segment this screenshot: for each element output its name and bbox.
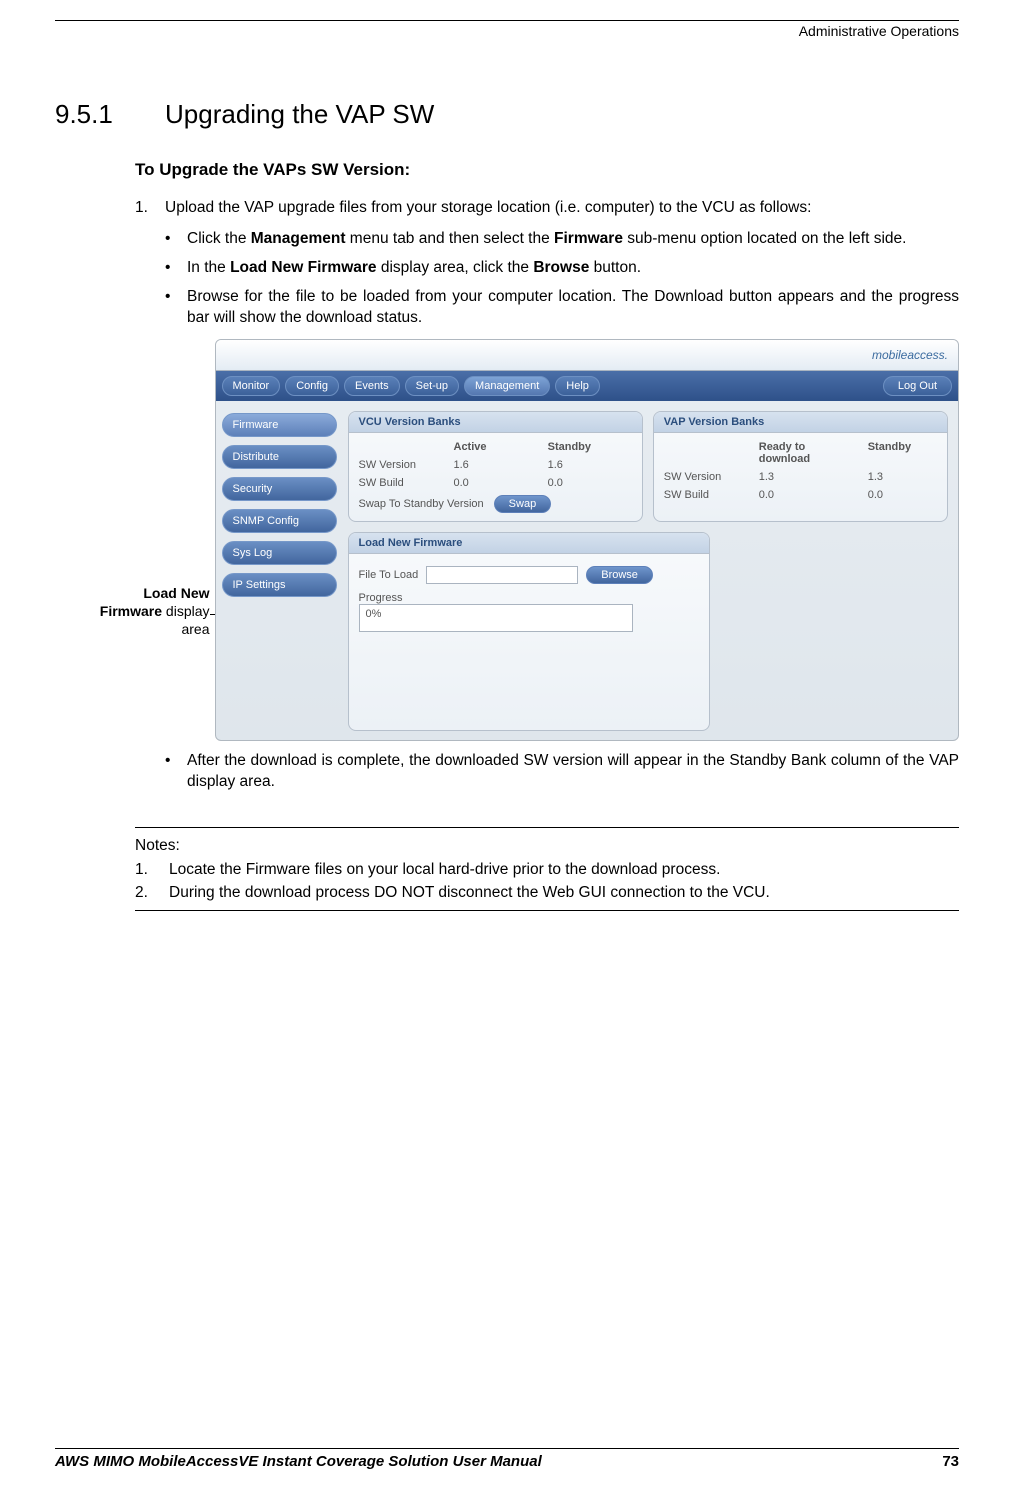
file-input[interactable] [426, 566, 578, 584]
bullet-1: Click the Management menu tab and then s… [187, 229, 959, 250]
tab-events[interactable]: Events [344, 376, 400, 396]
figure-callout: Load New Firmware display area [60, 339, 215, 639]
note-2: During the download process DO NOT disco… [169, 881, 770, 904]
notes-separator-bottom [135, 910, 959, 911]
sidebar-item-ip[interactable]: IP Settings [222, 573, 337, 597]
tab-config[interactable]: Config [285, 376, 339, 396]
running-header: Administrative Operations [55, 23, 959, 39]
tab-help[interactable]: Help [555, 376, 600, 396]
browse-button[interactable]: Browse [586, 566, 653, 584]
swap-button[interactable]: Swap [494, 495, 552, 513]
vcu-panel: VCU Version Banks ActiveStandby SW Versi… [348, 411, 643, 522]
notes-separator-top [135, 827, 959, 828]
sidebar-item-syslog[interactable]: Sys Log [222, 541, 337, 565]
notes-heading: Notes: [135, 834, 959, 857]
file-label: File To Load [359, 569, 419, 581]
swap-label: Swap To Standby Version [359, 498, 484, 510]
footer-title: AWS MIMO MobileAccessVE Instant Coverage… [55, 1453, 542, 1470]
sidebar-item-security[interactable]: Security [222, 477, 337, 501]
page-number: 73 [942, 1453, 959, 1470]
vcu-panel-title: VCU Version Banks [349, 412, 642, 433]
section-title: Upgrading the VAP SW [165, 99, 434, 130]
sidebar-item-snmp[interactable]: SNMP Config [222, 509, 337, 533]
menu-bar: Monitor Config Events Set-up Management … [216, 371, 959, 401]
section-number: 9.5.1 [55, 99, 165, 130]
vap-panel: VAP Version Banks Ready to downloadStand… [653, 411, 948, 522]
bullet-4: After the download is complete, the down… [187, 751, 959, 793]
subheading: To Upgrade the VAPs SW Version: [135, 160, 959, 180]
bullet-2: In the Load New Firmware display area, c… [187, 258, 959, 279]
step-text: Upload the VAP upgrade files from your s… [165, 198, 959, 219]
load-firmware-panel: Load New Firmware File To Load Browse Pr… [348, 532, 710, 731]
tab-monitor[interactable]: Monitor [222, 376, 281, 396]
sidebar-item-firmware[interactable]: Firmware [222, 413, 337, 437]
brand-logo: mobileaccess. [872, 348, 948, 362]
screenshot: mobileaccess. Monitor Config Events Set-… [215, 339, 960, 741]
sidebar-item-distribute[interactable]: Distribute [222, 445, 337, 469]
progress-label: Progress [359, 592, 699, 604]
bullet-3: Browse for the file to be loaded from yo… [187, 287, 959, 329]
tab-setup[interactable]: Set-up [405, 376, 459, 396]
tab-management[interactable]: Management [464, 376, 550, 396]
step-number: 1. [135, 198, 165, 219]
vap-panel-title: VAP Version Banks [654, 412, 947, 433]
note-1: Locate the Firmware files on your local … [169, 858, 720, 881]
sidebar: Firmware Distribute Security SNMP Config… [216, 401, 343, 741]
logout-button[interactable]: Log Out [883, 376, 952, 396]
progress-bar: 0% [359, 604, 633, 632]
load-panel-title: Load New Firmware [349, 533, 709, 554]
